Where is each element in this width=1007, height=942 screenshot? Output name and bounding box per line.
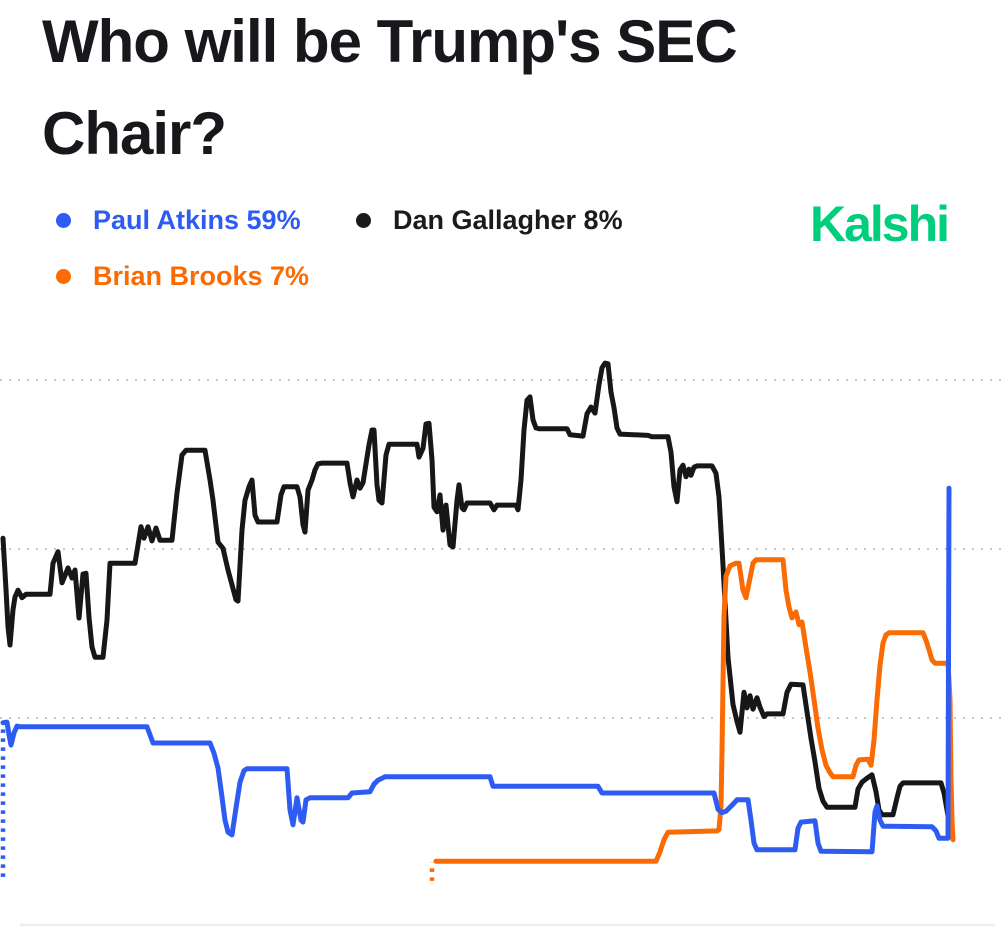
legend-dot-brian-brooks xyxy=(56,268,71,284)
series-line-brian-brooks xyxy=(433,557,956,864)
legend-item-paul-atkins: Paul Atkins 59% xyxy=(56,205,301,235)
page-title: Who will be Trump's SEC Chair? xyxy=(42,8,738,167)
legend-item-dan-gallagher: Dan Gallagher 8% xyxy=(356,205,623,235)
legend-dot-dan-gallagher xyxy=(356,212,371,228)
series-line-dan-gallagher xyxy=(0,360,955,836)
legend-label-brian-brooks: Brian Brooks 7% xyxy=(93,260,310,291)
series-line-paul-atkins xyxy=(0,485,952,855)
legend-label-dan-gallagher: Dan Gallagher 8% xyxy=(393,204,623,235)
legend-item-brian-brooks: Brian Brooks 7% xyxy=(56,261,309,291)
legend-dot-paul-atkins xyxy=(56,212,71,228)
kalshi-logo[interactable]: Kalshi xyxy=(810,196,950,252)
legend-label-paul-atkins: Paul Atkins 59% xyxy=(93,204,301,235)
